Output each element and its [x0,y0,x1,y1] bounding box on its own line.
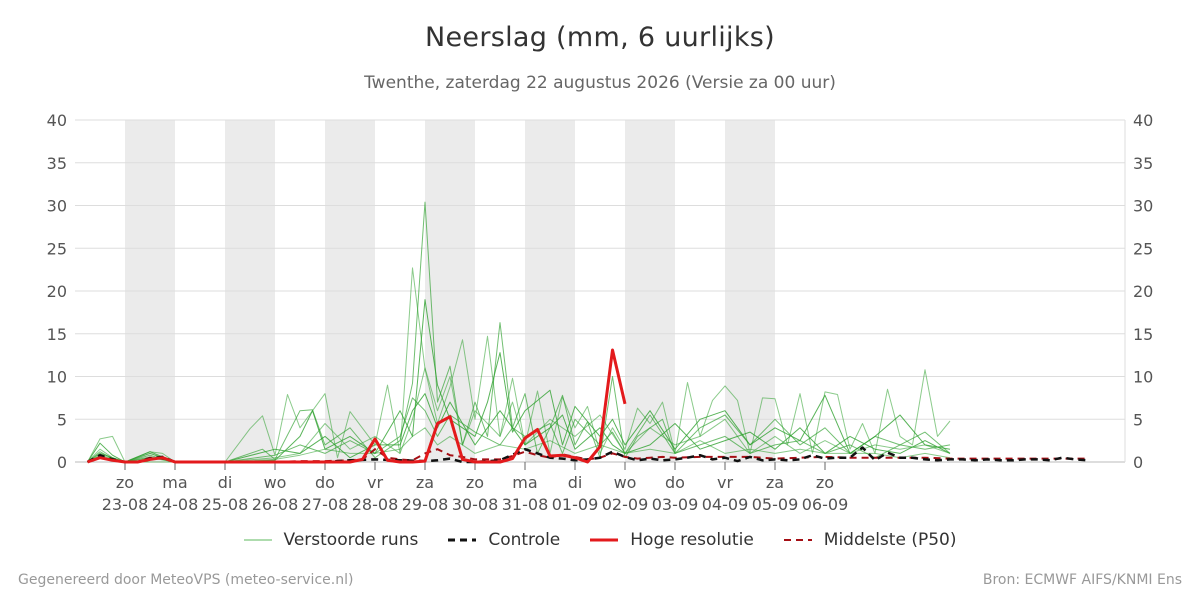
x-tick-day: do [315,473,335,492]
x-tick-day: zo [466,473,484,492]
x-tick-day: zo [116,473,134,492]
legend-swatch-highres [590,538,619,542]
y-tick-label-right: 0 [1133,453,1143,472]
y-tick-label-left: 40 [47,111,67,130]
legend-item-control: Controle [448,530,560,550]
legend-swatch-median [783,539,812,541]
chart-subtitle: Twenthe, zaterdag 22 augustus 2026 (Vers… [364,73,836,93]
ensemble-member-line [87,393,951,463]
y-tick-label-left: 0 [57,453,67,472]
ensemble-member-line [87,201,951,463]
y-tick-label-left: 5 [57,410,67,429]
x-tick-date: 06-09 [802,495,849,514]
footer-credit: Gegenereerd door MeteoVPS (meteo-service… [18,572,354,588]
x-tick-date: 01-09 [552,495,599,514]
y-tick-label-right: 40 [1133,111,1153,130]
x-tick-date: 30-08 [452,495,499,514]
footer-source: Bron: ECMWF AIFS/KNMI Ens [982,572,1182,588]
legend-item-highres: Hoge resolutie [590,530,754,550]
legend-label-control: Controle [488,530,561,550]
x-tick-day: za [416,473,434,492]
y-tick-label-left: 10 [47,368,67,387]
x-tick-day: zo [816,473,834,492]
legend-swatch-control [448,538,477,542]
x-tick-day: ma [512,473,537,492]
series-layer [86,201,1088,464]
x-tick-date: 26-08 [252,495,299,514]
x-tick-day: vr [367,473,383,492]
x-tick-date: 27-08 [302,495,349,514]
x-tick-date: 31-08 [502,495,549,514]
x-tick-date: 29-08 [402,495,449,514]
y-tick-label-left: 35 [47,154,67,173]
legend-item-perturbed-runs: Verstoorde runs [243,530,419,550]
x-tick-date: 03-09 [652,495,699,514]
legend: Verstoorde runs Controle Hoge resolutie … [0,530,1200,550]
legend-label-perturbed: Verstoorde runs [283,530,419,550]
x-tick-day: di [568,473,583,492]
ensemble-member-line [87,267,951,463]
legend-item-median: Middelste (P50) [783,530,957,550]
y-tick-label-right: 35 [1133,154,1153,173]
legend-label-highres: Hoge resolutie [630,530,754,550]
x-tick-day: wo [264,473,287,492]
x-tick-date: 28-08 [352,495,399,514]
highres-line [87,348,627,464]
x-tick-date: 04-09 [702,495,749,514]
y-tick-label-left: 30 [47,197,67,216]
x-tick-day: za [766,473,784,492]
y-tick-label-left: 15 [47,325,67,344]
y-tick-label-right: 5 [1133,410,1143,429]
x-tick-date: 25-08 [202,495,249,514]
x-tick-day: wo [614,473,637,492]
y-tick-label-right: 30 [1133,197,1153,216]
x-tick-day: do [665,473,685,492]
chart-title: Neerslag (mm, 6 uurlijks) [425,22,775,53]
y-tick-label-right: 20 [1133,282,1153,301]
x-tick-date: 23-08 [102,495,149,514]
ensemble-member-line [87,299,951,463]
x-tick-day: ma [162,473,187,492]
x-tick-date: 02-09 [602,495,649,514]
y-tick-label-right: 10 [1133,368,1153,387]
y-tick-label-right: 25 [1133,239,1153,258]
x-tick-day: di [218,473,233,492]
legend-label-median: Middelste (P50) [823,530,957,550]
x-tick-date: 05-09 [752,495,799,514]
y-tick-label-left: 20 [47,282,67,301]
x-tick-date: 24-08 [152,495,199,514]
y-tick-label-left: 25 [47,239,67,258]
y-tick-label-right: 15 [1133,325,1153,344]
x-tick-day: vr [717,473,733,492]
legend-swatch-perturbed [243,539,272,541]
